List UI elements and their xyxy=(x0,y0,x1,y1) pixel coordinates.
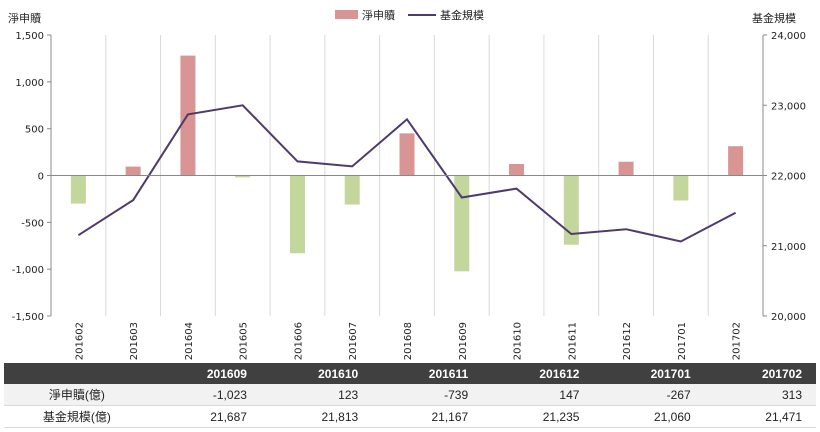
table-header-cell: 201610 xyxy=(260,363,373,384)
table-header-cell: 201609 xyxy=(149,363,261,384)
left-tick-label: 0 xyxy=(38,172,44,183)
table-cell: 21,060 xyxy=(593,405,705,428)
table-cell: 21,235 xyxy=(482,405,594,428)
line-series xyxy=(77,104,737,243)
bar xyxy=(125,166,141,176)
data-table: 201609 201610 201611 201612 201701 20170… xyxy=(4,363,816,428)
category-label: 201701 xyxy=(677,322,688,360)
category-label: 201602 xyxy=(74,322,85,360)
legend-line-label: 基金規模 xyxy=(440,8,484,22)
left-tick-label: -1,500 xyxy=(12,312,44,323)
left-tick-label: 500 xyxy=(25,125,44,136)
table-row-label: 淨申贖(億) xyxy=(4,384,150,406)
category-label: 201607 xyxy=(348,322,359,360)
bar xyxy=(618,161,634,176)
combo-chart: 淨申贖 基金規模 淨申贖 基金規模 1,500 1,000 500 0 -500 -1,0… xyxy=(8,8,806,360)
right-tick-label: 20,000 xyxy=(771,312,806,323)
category-label: 201603 xyxy=(129,322,140,360)
right-tick-label: 24,000 xyxy=(771,31,806,42)
right-tick-label: 22,000 xyxy=(771,172,806,183)
category-label: 201605 xyxy=(239,322,250,360)
table-cell: -267 xyxy=(593,384,705,406)
bar xyxy=(289,175,305,254)
table-cell: 313 xyxy=(704,384,816,406)
left-tick-label: -500 xyxy=(21,218,44,229)
fund-size-line xyxy=(77,104,737,243)
table-cell: 147 xyxy=(482,384,594,406)
table-header-cell: 201701 xyxy=(593,363,705,384)
bar xyxy=(235,175,251,178)
category-label: 201609 xyxy=(458,322,469,360)
bar xyxy=(399,133,415,176)
category-label: 201612 xyxy=(622,322,633,360)
left-tick-label: 1,500 xyxy=(15,31,44,42)
left-tick-label: -1,000 xyxy=(12,265,44,276)
right-tick-label: 21,000 xyxy=(771,242,806,253)
left-tick-label: 1,000 xyxy=(15,78,44,89)
category-label: 201610 xyxy=(513,322,524,360)
category-label: 201702 xyxy=(732,322,743,360)
bar xyxy=(70,175,86,204)
table-header-cell: 201611 xyxy=(372,363,483,384)
bar xyxy=(509,163,525,176)
bar xyxy=(673,175,689,201)
right-tick-label: 23,000 xyxy=(771,101,806,112)
table-header-cell: 201702 xyxy=(704,363,816,384)
category-label: 201606 xyxy=(293,322,304,360)
table-header-cell: 201612 xyxy=(482,363,594,384)
table-cell: 21,471 xyxy=(704,405,816,428)
tick-labels: 1,500 1,000 500 0 -500 -1,000 -1,500 24,000 23,0… xyxy=(12,31,806,360)
table-row: 基金規模(億) 21,687 21,813 21,167 21,235 21,0… xyxy=(4,405,816,428)
table-corner xyxy=(4,363,150,384)
legend-bar-label: 淨申贖 xyxy=(362,8,395,22)
bar xyxy=(344,175,360,205)
table-header-row: 201609 201610 201611 201612 201701 20170… xyxy=(4,363,816,384)
axes xyxy=(47,34,767,317)
table-row: 淨申贖(億) -1,023 123 -739 147 -267 313 xyxy=(4,384,816,406)
bar xyxy=(563,175,579,245)
table-cell: 123 xyxy=(260,384,373,406)
bar xyxy=(454,175,470,272)
category-label: 201611 xyxy=(567,322,578,360)
table-cell: 21,687 xyxy=(149,405,261,428)
bar xyxy=(728,146,744,176)
left-axis-title: 淨申贖 xyxy=(8,11,41,25)
category-label: 201608 xyxy=(403,322,414,360)
table-cell: -1,023 xyxy=(149,384,261,406)
legend: 淨申贖 基金規模 xyxy=(335,8,484,22)
table-cell: -739 xyxy=(372,384,483,406)
table-cell: 21,167 xyxy=(372,405,483,428)
legend-bar-swatch xyxy=(335,10,358,19)
bars xyxy=(70,55,744,272)
category-label: 201604 xyxy=(184,322,195,360)
table-cell: 21,813 xyxy=(260,405,373,428)
right-axis-title: 基金規模 xyxy=(752,11,796,25)
table-row-label: 基金規模(億) xyxy=(4,405,150,428)
